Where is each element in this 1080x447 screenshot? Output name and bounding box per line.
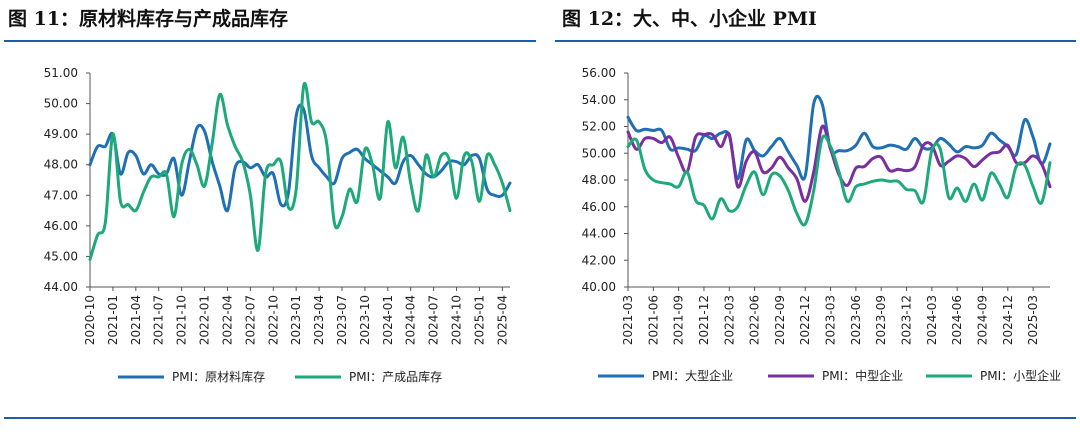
y-tick-label: 48.00: [582, 173, 616, 187]
x-tick-label: 2024-09: [975, 295, 989, 345]
y-tick-label: 56.00: [582, 66, 616, 80]
x-tick-label: 2024-07: [427, 295, 441, 345]
legend-label: PMI：中型企业: [822, 368, 903, 383]
x-tick-label: 2023-04: [312, 295, 326, 345]
x-tick-label: 2024-10: [450, 295, 464, 345]
x-tick-label: 2022-10: [266, 295, 280, 345]
x-tick-label: 2025-01: [472, 295, 486, 345]
x-tick-label: 2022-09: [773, 295, 787, 345]
y-tick-label: 40.00: [582, 280, 616, 294]
legend-label: PMI：大型企业: [652, 368, 733, 383]
x-tick-label: 2020-10: [83, 295, 97, 345]
figure-12-title: 图 12：大、中、小企业 PMI: [562, 8, 817, 30]
y-tick-label: 48.00: [44, 158, 78, 172]
x-tick-label: 2023-12: [900, 295, 914, 345]
bottom-rule: [4, 417, 1076, 419]
y-tick-label: 54.00: [582, 93, 616, 107]
y-tick-label: 47.00: [44, 188, 78, 202]
x-tick-label: 2021-10: [175, 295, 189, 345]
y-tick-label: 44.00: [582, 227, 616, 241]
x-tick-label: 2021-01: [106, 295, 120, 345]
legend-label: PMI：产成品库存: [349, 369, 442, 384]
y-tick-label: 45.00: [44, 249, 78, 263]
legend-label: PMI：小型企业: [980, 368, 1061, 383]
figure-11-title: 图 11：原材料库存与产成品库存: [8, 8, 289, 30]
x-tick-label: 2021-06: [646, 295, 660, 345]
x-tick-label: 2024-04: [404, 295, 418, 345]
y-tick-label: 51.00: [44, 66, 78, 80]
x-tick-label: 2022-04: [220, 295, 234, 345]
x-tick-label: 2021-03: [621, 295, 635, 345]
x-tick-label: 2023-01: [289, 295, 303, 345]
x-tick-label: 2024-03: [925, 295, 939, 345]
y-tick-label: 44.00: [44, 280, 78, 294]
title-rule-left: [4, 40, 536, 42]
y-tick-label: 52.00: [582, 120, 616, 134]
x-tick-label: 2024-06: [950, 295, 964, 345]
x-tick-label: 2023-07: [335, 295, 349, 345]
x-tick-label: 2024-12: [1001, 295, 1015, 345]
x-tick-label: 2021-07: [152, 295, 166, 345]
x-tick-label: 2025-04: [495, 295, 509, 345]
y-tick-label: 46.00: [44, 219, 78, 233]
y-tick-label: 42.00: [582, 253, 616, 267]
title-rule-right: [555, 40, 1076, 42]
series-line: [88, 81, 512, 261]
x-tick-label: 2021-12: [697, 295, 711, 345]
x-tick-label: 2022-12: [798, 295, 812, 345]
y-tick-label: 46.00: [582, 200, 616, 214]
series-line: [626, 134, 1052, 227]
x-tick-label: 2021-09: [672, 295, 686, 345]
x-tick-label: 2024-01: [381, 295, 395, 345]
x-tick-label: 2023-03: [824, 295, 838, 345]
x-tick-label: 2023-10: [358, 295, 372, 345]
x-tick-label: 2022-06: [748, 295, 762, 345]
chart-1: 44.00 45.00 46.00 47.00 48.00 49.00 50.00 51.00…: [44, 66, 512, 384]
x-tick-label: 2022-03: [722, 295, 736, 345]
x-tick-label: 2023-09: [874, 295, 888, 345]
y-tick-label: 50.00: [44, 97, 78, 111]
chart-2: 40.00 42.00 44.00 46.00 48.00 50.00 52.00 54.00…: [582, 66, 1062, 383]
x-tick-label: 2025-03: [1026, 295, 1040, 345]
y-tick-label: 50.00: [582, 146, 616, 160]
x-tick-label: 2021-04: [129, 295, 143, 345]
legend-label: PMI：原材料库存: [172, 369, 265, 384]
x-tick-label: 2022-07: [243, 295, 257, 345]
x-tick-label: 2023-06: [849, 295, 863, 345]
x-tick-label: 2022-01: [198, 295, 212, 345]
series-line: [626, 94, 1052, 181]
y-tick-label: 49.00: [44, 127, 78, 141]
